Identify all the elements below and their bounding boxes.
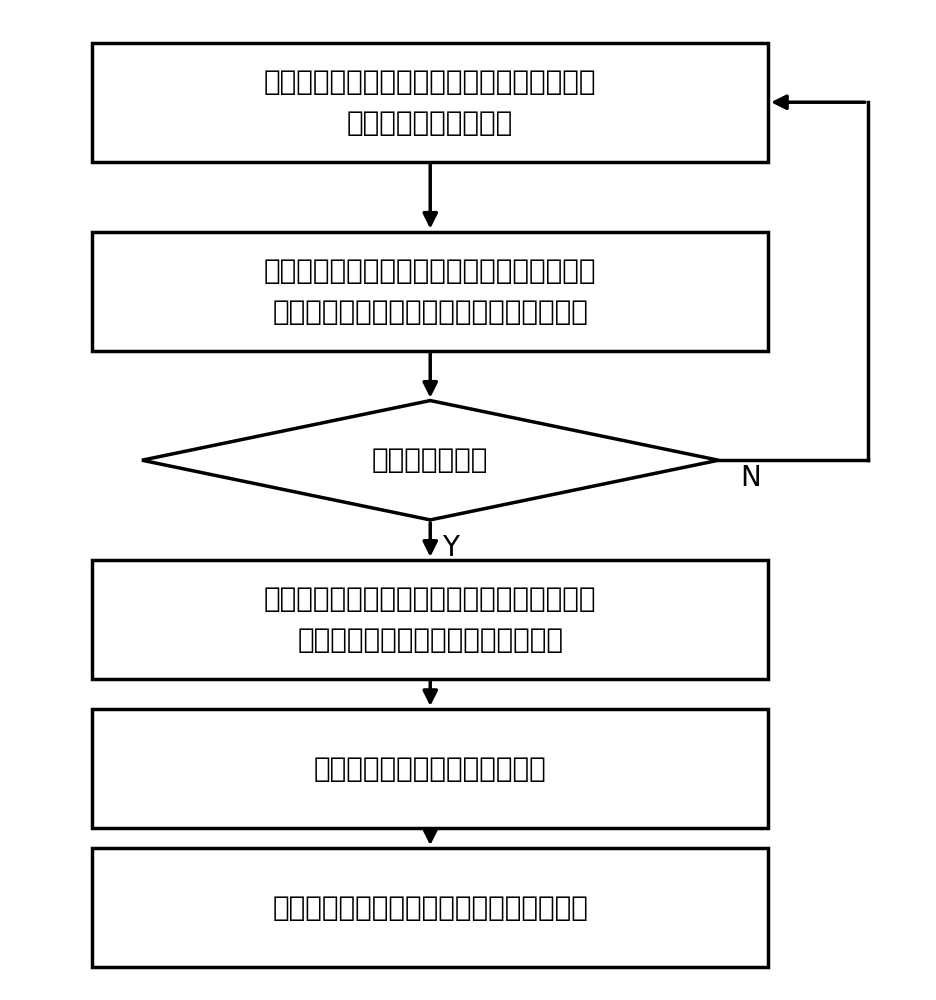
Text: 利用检测到的三相负载电流值分析配电变压器
负载的不平衡程度并核实不平衡原因: 利用检测到的三相负载电流值分析配电变压器 负载的不平衡程度并核实不平衡原因 <box>264 585 596 654</box>
Text: 利用电流互感器与传声器分别检测配电变压器
三相负载电流与声压级: 利用电流互感器与传声器分别检测配电变压器 三相负载电流与声压级 <box>264 68 596 137</box>
Text: 再次检测配电变压器声压级，核实噪声达标: 再次检测配电变压器声压级，核实噪声达标 <box>272 894 588 922</box>
Text: 将检测到的声压级与配电变压器运行同期参考
值进行对比，判断配电变压器噪声是否超标: 将检测到的声压级与配电变压器运行同期参考 值进行对比，判断配电变压器噪声是否超标 <box>264 257 596 326</box>
Bar <box>92 848 768 967</box>
Text: 噪声是否超标？: 噪声是否超标？ <box>372 446 488 474</box>
Bar <box>92 560 768 679</box>
Text: 调整配电变压器三相负载至平衡: 调整配电变压器三相负载至平衡 <box>314 754 546 782</box>
Text: Y: Y <box>441 534 458 562</box>
Bar <box>92 232 768 351</box>
Text: N: N <box>739 464 760 492</box>
Bar <box>92 43 768 162</box>
Bar <box>92 709 768 828</box>
Polygon shape <box>141 401 718 520</box>
